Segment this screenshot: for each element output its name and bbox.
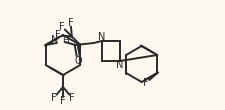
Text: F: F xyxy=(51,93,56,103)
Text: N: N xyxy=(51,35,58,45)
Text: F: F xyxy=(55,30,61,40)
Text: F: F xyxy=(143,78,148,88)
Text: F: F xyxy=(68,18,73,28)
Text: F: F xyxy=(60,96,65,106)
Text: N: N xyxy=(115,60,123,70)
Text: F: F xyxy=(59,22,64,32)
Text: O: O xyxy=(74,56,82,66)
Text: N: N xyxy=(98,32,105,42)
Text: F: F xyxy=(69,93,74,103)
Text: H: H xyxy=(61,36,68,45)
